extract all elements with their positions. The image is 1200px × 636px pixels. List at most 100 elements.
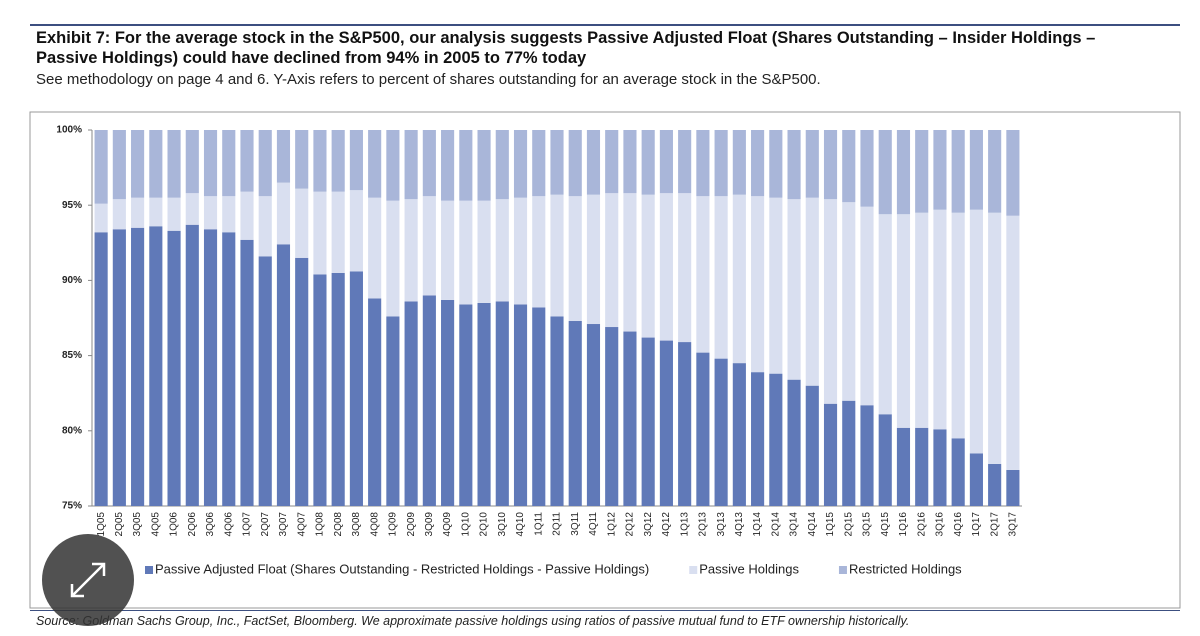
x-tick-label: 4Q07 — [296, 512, 307, 537]
bottom-rule — [30, 610, 1180, 611]
bar-segment — [659, 193, 673, 341]
bar-segment — [532, 196, 546, 308]
bar-segment — [203, 196, 218, 230]
x-tick-label: 4Q12 — [661, 512, 672, 537]
bar-segment — [94, 203, 108, 233]
bar-segment — [969, 453, 983, 506]
bar-segment — [678, 130, 692, 194]
bar-segment — [149, 130, 163, 198]
x-tick-label: 3Q17 — [1008, 512, 1019, 537]
x-tick-label: 1Q16 — [898, 512, 909, 537]
bar-segment — [1006, 469, 1020, 506]
legend-label: Passive Adjusted Float (Shares Outstandi… — [155, 561, 649, 576]
x-tick-label: 3Q13 — [716, 512, 727, 537]
x-tick-label: 3Q09 — [424, 512, 435, 537]
bar-segment — [823, 199, 838, 404]
bar-segment — [258, 256, 272, 506]
bar-segment — [896, 214, 911, 428]
bar-segment — [331, 130, 345, 192]
bar-segment — [896, 427, 911, 506]
x-tick-label: 4Q13 — [734, 512, 745, 537]
x-tick-label: 1Q07 — [242, 512, 253, 537]
x-tick-label: 3Q05 — [132, 512, 143, 537]
bar-segment — [240, 191, 254, 240]
bar-segment — [240, 130, 254, 192]
bar-segment — [459, 304, 473, 506]
bar-segment — [404, 130, 418, 200]
bar-segment — [568, 130, 582, 197]
bar-segment — [349, 130, 363, 191]
x-tick-label: 1Q06 — [169, 512, 180, 537]
bar-segment — [805, 197, 819, 386]
bar-segment — [258, 196, 272, 257]
bar-segment — [896, 130, 911, 215]
x-tick-label: 2Q17 — [989, 512, 1000, 537]
bar-segment — [349, 190, 363, 272]
bar-segment — [988, 130, 1002, 213]
bar-segment — [386, 316, 400, 506]
x-tick-label: 1Q10 — [460, 512, 471, 537]
bar-segment — [769, 373, 783, 506]
x-tick-label: 1Q17 — [971, 512, 982, 537]
bar-segment — [933, 429, 947, 506]
bar-segment — [878, 130, 892, 215]
bar-segment — [185, 224, 199, 506]
bar-segment — [404, 199, 418, 302]
bar-segment — [167, 230, 181, 506]
x-tick-label: 2Q09 — [406, 512, 417, 537]
bar-segment — [185, 130, 199, 194]
x-tick-label: 2Q12 — [625, 512, 636, 537]
bar-segment — [295, 188, 309, 258]
bar-segment — [1006, 215, 1020, 470]
bar-segment — [842, 400, 856, 506]
bar-segment — [313, 130, 327, 192]
bar-segment — [313, 274, 327, 506]
bar-segment — [751, 130, 765, 197]
x-tick-label: 1Q08 — [315, 512, 326, 537]
x-tick-label: 1Q09 — [388, 512, 399, 537]
x-tick-label: 1Q15 — [825, 512, 836, 537]
bar-segment — [823, 403, 838, 506]
bar-segment — [532, 130, 546, 197]
x-tick-label: 3Q15 — [862, 512, 873, 537]
bar-segment — [131, 227, 145, 506]
legend-label: Restricted Holdings — [849, 561, 962, 576]
bar-segment — [495, 199, 509, 302]
x-tick-label: 2Q14 — [770, 512, 781, 537]
bar-segment — [933, 209, 947, 430]
chart-frame — [29, 111, 1181, 609]
bar-segment — [732, 363, 746, 506]
x-tick-label: 4Q14 — [807, 512, 818, 537]
bar-segment — [276, 182, 291, 245]
bar-segment — [149, 226, 163, 507]
bar-segment — [477, 302, 491, 506]
bar-segment — [605, 130, 619, 194]
y-tick-label: 100% — [56, 125, 82, 136]
chart-title: Exhibit 7: For the average stock in the … — [36, 29, 1096, 67]
bar-segment — [185, 193, 199, 225]
bar-segment — [276, 130, 291, 183]
x-tick-label: 3Q12 — [643, 512, 654, 537]
y-tick-label: 75% — [62, 501, 82, 512]
x-tick-label: 3Q16 — [935, 512, 946, 537]
bar-segment — [586, 130, 601, 195]
x-tick-label: 2Q15 — [843, 512, 854, 537]
bar-segment — [732, 130, 746, 195]
bar-segment — [94, 130, 108, 204]
bar-segment — [787, 130, 801, 200]
bar-segment — [805, 385, 819, 506]
bar-segment — [769, 130, 783, 198]
bar-segment — [915, 212, 929, 428]
bar-segment — [751, 196, 765, 373]
x-tick-label: 4Q08 — [369, 512, 380, 537]
bar-segment — [441, 299, 455, 506]
bar-segment — [823, 130, 838, 200]
legend-swatch — [689, 566, 698, 574]
bar-segment — [459, 200, 473, 305]
bar-segment — [586, 194, 601, 325]
bar-segment — [276, 244, 291, 506]
x-tick-label: 3Q14 — [789, 512, 800, 537]
x-tick-label: 1Q14 — [752, 512, 763, 537]
x-tick-label: 4Q15 — [880, 512, 891, 537]
bar-segment — [696, 196, 710, 353]
